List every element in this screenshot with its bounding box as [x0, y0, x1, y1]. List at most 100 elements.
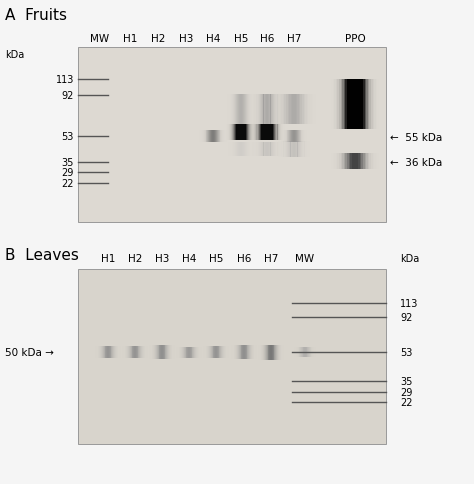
Bar: [283, 345, 284, 360]
Bar: [107, 346, 108, 358]
Bar: [282, 345, 283, 360]
Bar: [289, 95, 291, 125]
Bar: [267, 95, 268, 125]
Bar: [224, 131, 225, 143]
Bar: [153, 345, 154, 359]
Bar: [281, 125, 282, 141]
Bar: [281, 95, 282, 125]
Text: 92: 92: [400, 312, 412, 322]
Bar: [299, 142, 300, 158]
Bar: [239, 95, 240, 125]
Bar: [341, 80, 342, 130]
Bar: [262, 125, 264, 141]
Bar: [206, 346, 207, 358]
Bar: [233, 95, 234, 125]
Bar: [108, 346, 109, 358]
Bar: [231, 143, 232, 157]
Bar: [254, 125, 255, 141]
Bar: [278, 142, 279, 158]
Bar: [228, 346, 229, 358]
Bar: [216, 346, 217, 358]
Bar: [295, 348, 296, 357]
Bar: [160, 345, 161, 359]
Bar: [127, 346, 128, 358]
Bar: [167, 345, 168, 359]
Bar: [249, 125, 250, 141]
Bar: [277, 143, 279, 157]
Bar: [279, 142, 280, 158]
Bar: [110, 346, 111, 358]
Bar: [241, 95, 242, 125]
Bar: [354, 154, 355, 170]
Bar: [223, 346, 224, 358]
Text: H5: H5: [234, 34, 248, 44]
Bar: [313, 348, 314, 357]
Bar: [239, 125, 240, 141]
Bar: [116, 346, 117, 358]
Bar: [304, 348, 305, 357]
Bar: [128, 346, 129, 358]
Bar: [336, 154, 337, 170]
Bar: [271, 345, 272, 360]
Bar: [164, 345, 165, 359]
Bar: [290, 131, 291, 143]
Bar: [238, 345, 239, 359]
Bar: [237, 345, 238, 359]
Bar: [237, 125, 238, 141]
Bar: [181, 347, 182, 358]
Bar: [228, 95, 229, 125]
Bar: [264, 345, 265, 360]
Bar: [237, 143, 238, 157]
Bar: [275, 125, 276, 141]
Bar: [331, 154, 333, 170]
Bar: [225, 346, 226, 358]
Bar: [185, 347, 186, 358]
Bar: [297, 348, 298, 357]
Bar: [360, 80, 361, 130]
Text: 22: 22: [62, 179, 74, 189]
Bar: [273, 95, 275, 125]
Bar: [266, 143, 267, 157]
Bar: [295, 131, 296, 143]
Bar: [242, 345, 243, 359]
Bar: [242, 95, 243, 125]
Text: H3: H3: [155, 254, 169, 263]
Bar: [246, 125, 247, 141]
Bar: [307, 131, 308, 143]
Bar: [209, 346, 210, 358]
Bar: [216, 131, 217, 143]
Bar: [240, 125, 241, 141]
Bar: [296, 95, 297, 125]
Bar: [234, 143, 235, 157]
Bar: [269, 143, 271, 157]
Bar: [280, 143, 281, 157]
Text: H2: H2: [151, 34, 165, 44]
Bar: [214, 346, 215, 358]
Bar: [268, 95, 269, 125]
Bar: [177, 347, 178, 358]
Bar: [269, 125, 271, 141]
Bar: [254, 95, 255, 125]
Bar: [309, 95, 310, 125]
Bar: [342, 80, 344, 130]
Bar: [112, 346, 113, 358]
Bar: [255, 143, 256, 157]
Bar: [280, 142, 281, 158]
Bar: [255, 345, 256, 359]
Bar: [347, 154, 348, 170]
Bar: [276, 143, 277, 157]
Bar: [231, 345, 232, 359]
Bar: [138, 346, 139, 358]
Bar: [282, 143, 283, 157]
Bar: [252, 143, 253, 157]
Text: 29: 29: [400, 387, 412, 397]
Bar: [267, 143, 268, 157]
Bar: [315, 95, 317, 125]
Bar: [252, 125, 253, 141]
Bar: [194, 347, 195, 358]
Bar: [132, 346, 133, 358]
Bar: [154, 345, 155, 359]
Bar: [203, 346, 204, 358]
Bar: [352, 80, 354, 130]
Bar: [284, 95, 286, 125]
